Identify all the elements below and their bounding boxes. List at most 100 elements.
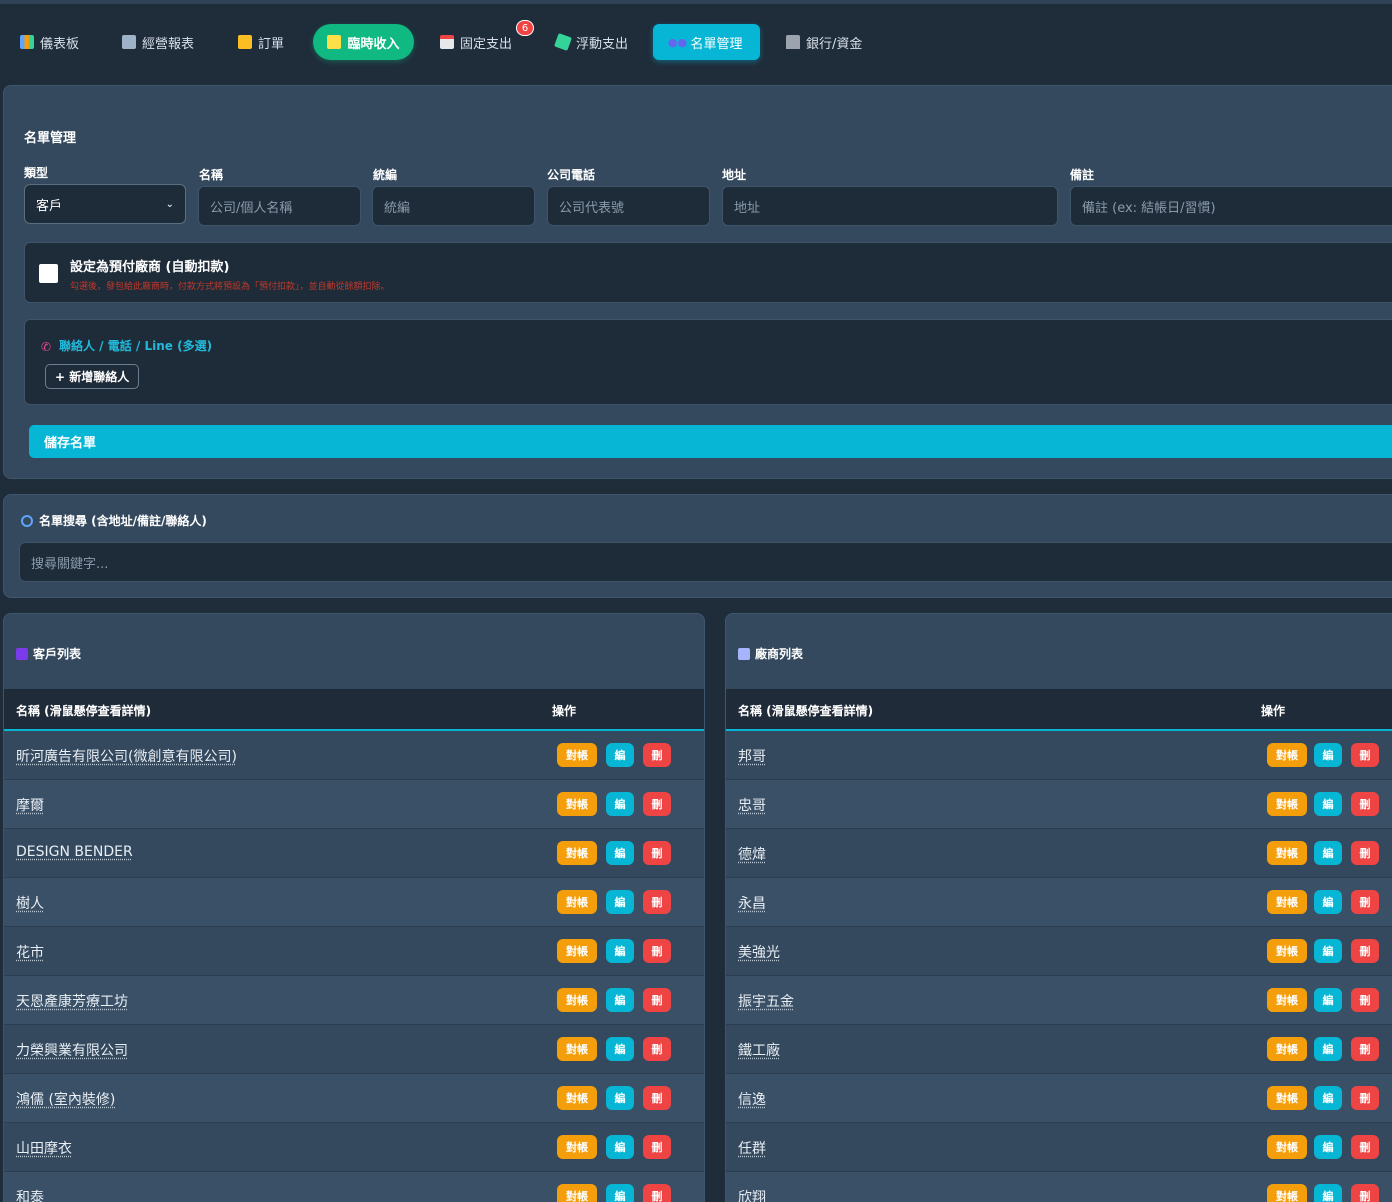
edit-button[interactable]: 編 xyxy=(1314,1184,1342,1202)
delete-button[interactable]: 刪 xyxy=(1351,841,1379,865)
reconcile-button[interactable]: 對帳 xyxy=(1267,841,1307,865)
row-name[interactable]: DESIGN BENDER xyxy=(16,844,133,860)
reconcile-button[interactable]: 對帳 xyxy=(1267,939,1307,963)
reconcile-button[interactable]: 對帳 xyxy=(1267,988,1307,1012)
reconcile-button[interactable]: 對帳 xyxy=(557,1184,597,1202)
reconcile-button[interactable]: 對帳 xyxy=(1267,890,1307,914)
row-name[interactable]: 忠哥 xyxy=(738,798,766,814)
edit-button[interactable]: 編 xyxy=(606,841,634,865)
row-name[interactable]: 力榮興業有限公司 xyxy=(16,1043,128,1059)
nav-temp-income[interactable]: 臨時收入 xyxy=(313,24,414,60)
name-input[interactable]: 公司/個人名稱 xyxy=(198,186,361,226)
row-name[interactable]: 邦哥 xyxy=(738,749,766,765)
delete-button[interactable]: 刪 xyxy=(1351,792,1379,816)
row-name[interactable]: 山田摩衣 xyxy=(16,1141,72,1157)
note-input[interactable]: 備註 (ex: 結帳日/習慣) xyxy=(1070,186,1392,226)
type-select[interactable]: 客戶 ⌄ xyxy=(24,184,186,224)
nav-orders[interactable]: 訂單 xyxy=(226,24,296,60)
reconcile-button[interactable]: 對帳 xyxy=(1267,1037,1307,1061)
prepay-checkbox[interactable] xyxy=(39,264,58,283)
edit-button[interactable]: 編 xyxy=(1314,792,1342,816)
add-contact-button[interactable]: + 新增聯絡人 xyxy=(45,364,140,389)
delete-button[interactable]: 刪 xyxy=(643,1135,671,1159)
delete-button[interactable]: 刪 xyxy=(1351,743,1379,767)
delete-button[interactable]: 刪 xyxy=(643,939,671,963)
edit-button[interactable]: 編 xyxy=(606,1184,634,1202)
delete-button[interactable]: 刪 xyxy=(1351,1086,1379,1110)
delete-button[interactable]: 刪 xyxy=(1351,988,1379,1012)
reconcile-button[interactable]: 對帳 xyxy=(557,890,597,914)
reconcile-button[interactable]: 對帳 xyxy=(1267,1086,1307,1110)
nav-list-management[interactable]: ●● 名單管理 xyxy=(653,24,760,60)
reconcile-button[interactable]: 對帳 xyxy=(557,939,597,963)
edit-button[interactable]: 編 xyxy=(606,890,634,914)
save-list-button[interactable]: 儲存名單 xyxy=(29,425,1392,458)
delete-button[interactable]: 刪 xyxy=(1351,1037,1379,1061)
row-name[interactable]: 花市 xyxy=(16,945,44,961)
delete-button[interactable]: 刪 xyxy=(643,988,671,1012)
company-phone-input[interactable]: 公司代表號 xyxy=(547,186,710,226)
row-name[interactable]: 欣翔 xyxy=(738,1190,766,1202)
row-name[interactable]: 天恩產康芳療工坊 xyxy=(16,994,128,1010)
table-row: 鐵工廠 對帳編刪 xyxy=(726,1025,1392,1074)
edit-button[interactable]: 編 xyxy=(606,792,634,816)
search-input[interactable]: 搜尋關鍵字... xyxy=(19,542,1392,582)
row-name[interactable]: 鐵工廠 xyxy=(738,1043,780,1059)
reconcile-button[interactable]: 對帳 xyxy=(557,988,597,1012)
delete-button[interactable]: 刪 xyxy=(1351,890,1379,914)
reconcile-button[interactable]: 對帳 xyxy=(557,1135,597,1159)
edit-button[interactable]: 編 xyxy=(1314,939,1342,963)
nav-fixed-expense[interactable]: 固定支出 xyxy=(428,24,524,60)
nav-dashboard[interactable]: 儀表板 xyxy=(8,24,91,60)
reconcile-button[interactable]: 對帳 xyxy=(557,841,597,865)
delete-button[interactable]: 刪 xyxy=(643,1086,671,1110)
edit-button[interactable]: 編 xyxy=(606,1037,634,1061)
row-name[interactable]: 昕河廣告有限公司(微創意有限公司) xyxy=(16,749,237,765)
reconcile-button[interactable]: 對帳 xyxy=(557,1037,597,1061)
edit-button[interactable]: 編 xyxy=(1314,988,1342,1012)
row-name[interactable]: 信逸 xyxy=(738,1092,766,1108)
nav-bank-funds[interactable]: 銀行/資金 xyxy=(774,24,874,60)
edit-button[interactable]: 編 xyxy=(1314,1037,1342,1061)
edit-button[interactable]: 編 xyxy=(606,1135,634,1159)
reconcile-button[interactable]: 對帳 xyxy=(557,1086,597,1110)
edit-button[interactable]: 編 xyxy=(1314,743,1342,767)
nav-reports[interactable]: 經營報表 xyxy=(110,24,206,60)
taxid-input[interactable]: 統編 xyxy=(372,186,535,226)
row-name[interactable]: 德煒 xyxy=(738,847,766,863)
edit-button[interactable]: 編 xyxy=(1314,890,1342,914)
edit-button[interactable]: 編 xyxy=(606,743,634,767)
reconcile-button[interactable]: 對帳 xyxy=(557,743,597,767)
reconcile-button[interactable]: 對帳 xyxy=(557,792,597,816)
edit-button[interactable]: 編 xyxy=(1314,1086,1342,1110)
delete-button[interactable]: 刪 xyxy=(1351,1135,1379,1159)
row-name[interactable]: 和泰 xyxy=(16,1190,44,1202)
edit-button[interactable]: 編 xyxy=(606,1086,634,1110)
row-name[interactable]: 振宇五金 xyxy=(738,994,794,1010)
delete-button[interactable]: 刪 xyxy=(643,1037,671,1061)
row-name[interactable]: 永昌 xyxy=(738,896,766,912)
edit-button[interactable]: 編 xyxy=(606,988,634,1012)
nav-variable-expense[interactable]: 浮動支出 xyxy=(544,24,640,60)
row-name[interactable]: 美強光 xyxy=(738,945,780,961)
delete-button[interactable]: 刪 xyxy=(1351,939,1379,963)
edit-button[interactable]: 編 xyxy=(1314,1135,1342,1159)
reconcile-button[interactable]: 對帳 xyxy=(1267,743,1307,767)
row-name[interactable]: 鴻儒 (室內裝修) xyxy=(16,1092,116,1108)
delete-button[interactable]: 刪 xyxy=(643,841,671,865)
table-row: 任群 對帳編刪 xyxy=(726,1123,1392,1172)
row-name[interactable]: 摩爾 xyxy=(16,798,44,814)
delete-button[interactable]: 刪 xyxy=(1351,1184,1379,1202)
reconcile-button[interactable]: 對帳 xyxy=(1267,1135,1307,1159)
delete-button[interactable]: 刪 xyxy=(643,792,671,816)
edit-button[interactable]: 編 xyxy=(1314,841,1342,865)
delete-button[interactable]: 刪 xyxy=(643,1184,671,1202)
row-name[interactable]: 任群 xyxy=(738,1141,766,1157)
reconcile-button[interactable]: 對帳 xyxy=(1267,792,1307,816)
reconcile-button[interactable]: 對帳 xyxy=(1267,1184,1307,1202)
row-name[interactable]: 樹人 xyxy=(16,896,44,912)
edit-button[interactable]: 編 xyxy=(606,939,634,963)
delete-button[interactable]: 刪 xyxy=(643,743,671,767)
delete-button[interactable]: 刪 xyxy=(643,890,671,914)
address-input[interactable]: 地址 xyxy=(722,186,1058,226)
